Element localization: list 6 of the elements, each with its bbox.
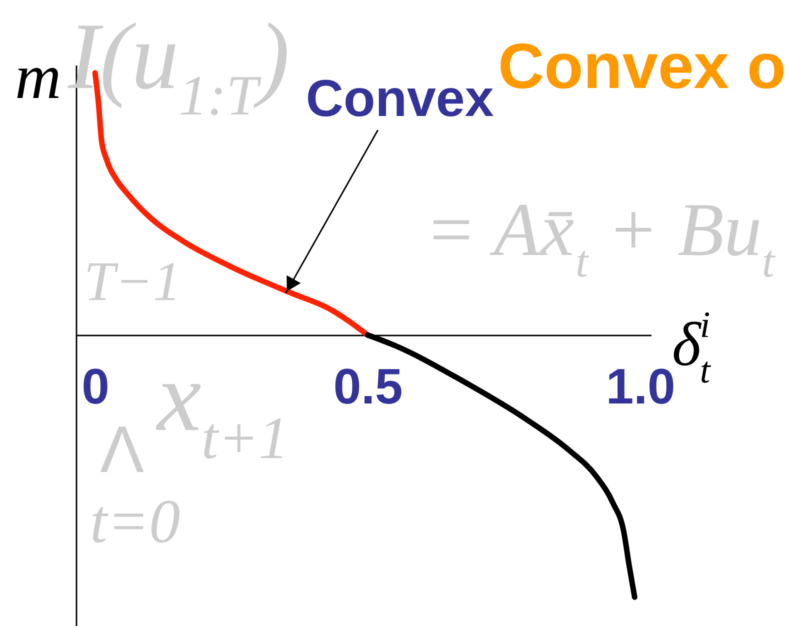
x-tick-label: 0 bbox=[82, 358, 110, 415]
y-axis-title: m bbox=[15, 41, 62, 112]
x-tick-label: 1.0 bbox=[606, 358, 676, 415]
x-tick-label: 0.5 bbox=[333, 358, 403, 415]
annotation: Convex bbox=[306, 70, 494, 128]
chart-title: Convex o bbox=[498, 30, 786, 102]
